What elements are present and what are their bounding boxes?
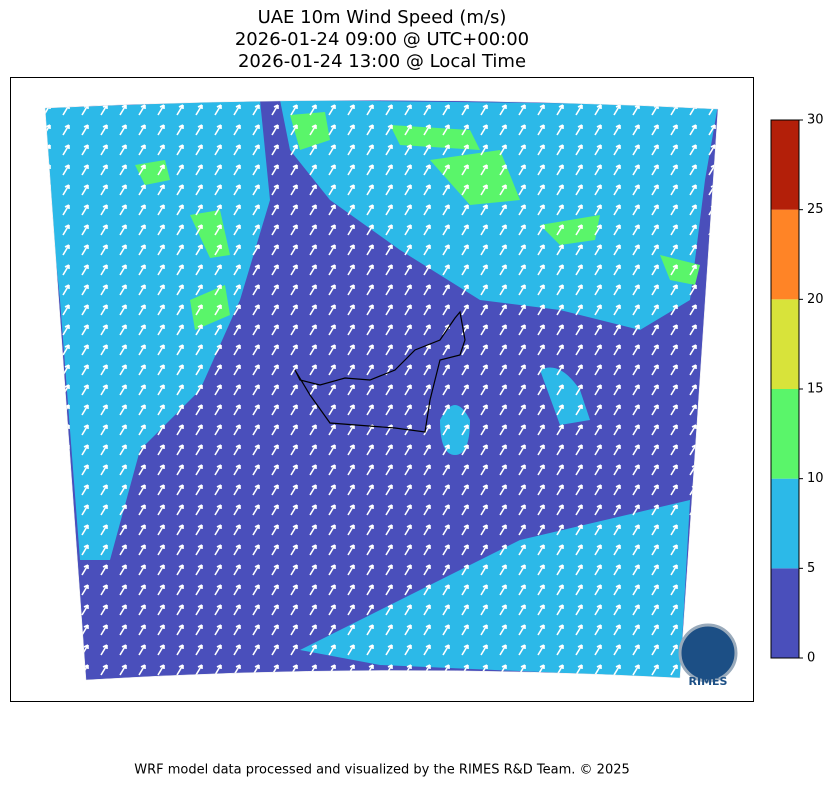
- logo-emblem: [678, 623, 738, 683]
- country-border: [294, 310, 466, 433]
- colorbar-segment: [771, 478, 799, 569]
- domain-edge: [44, 100, 719, 681]
- colorbar-segment: [771, 568, 799, 658]
- colorbar-tick-label: 5: [807, 561, 815, 576]
- colorbar-tick-label: 0: [807, 651, 815, 666]
- colorbar: 0 5 10 15 20 25 30: [770, 113, 824, 666]
- colorbar-segment: [771, 389, 799, 479]
- logo-text: RIMES: [689, 675, 728, 688]
- colorbar-tick-label: 15: [807, 382, 824, 397]
- title-line: UAE 10m Wind Speed (m/s): [258, 7, 507, 28]
- footer: WRF model data processed and visualized …: [134, 763, 630, 778]
- title-line: 2026-01-24 13:00 @ Local Time: [238, 51, 526, 72]
- colorbar-tick-label: 20: [807, 292, 824, 307]
- wind-field: [45, 100, 718, 680]
- logo: RIMES: [678, 623, 738, 688]
- colorbar-segment: [771, 120, 799, 210]
- title-line: 2026-01-24 09:00 @ UTC+00:00: [235, 29, 529, 50]
- colorbar-segment: [771, 299, 799, 389]
- colorbar-tick-label: 10: [807, 471, 824, 486]
- colorbar-tick-label: 30: [807, 113, 824, 128]
- map-frame: [10, 77, 754, 702]
- wind-arrows: [45, 100, 718, 680]
- colorbar-tick-label: 25: [807, 202, 824, 217]
- colorbar-segment: [771, 209, 799, 300]
